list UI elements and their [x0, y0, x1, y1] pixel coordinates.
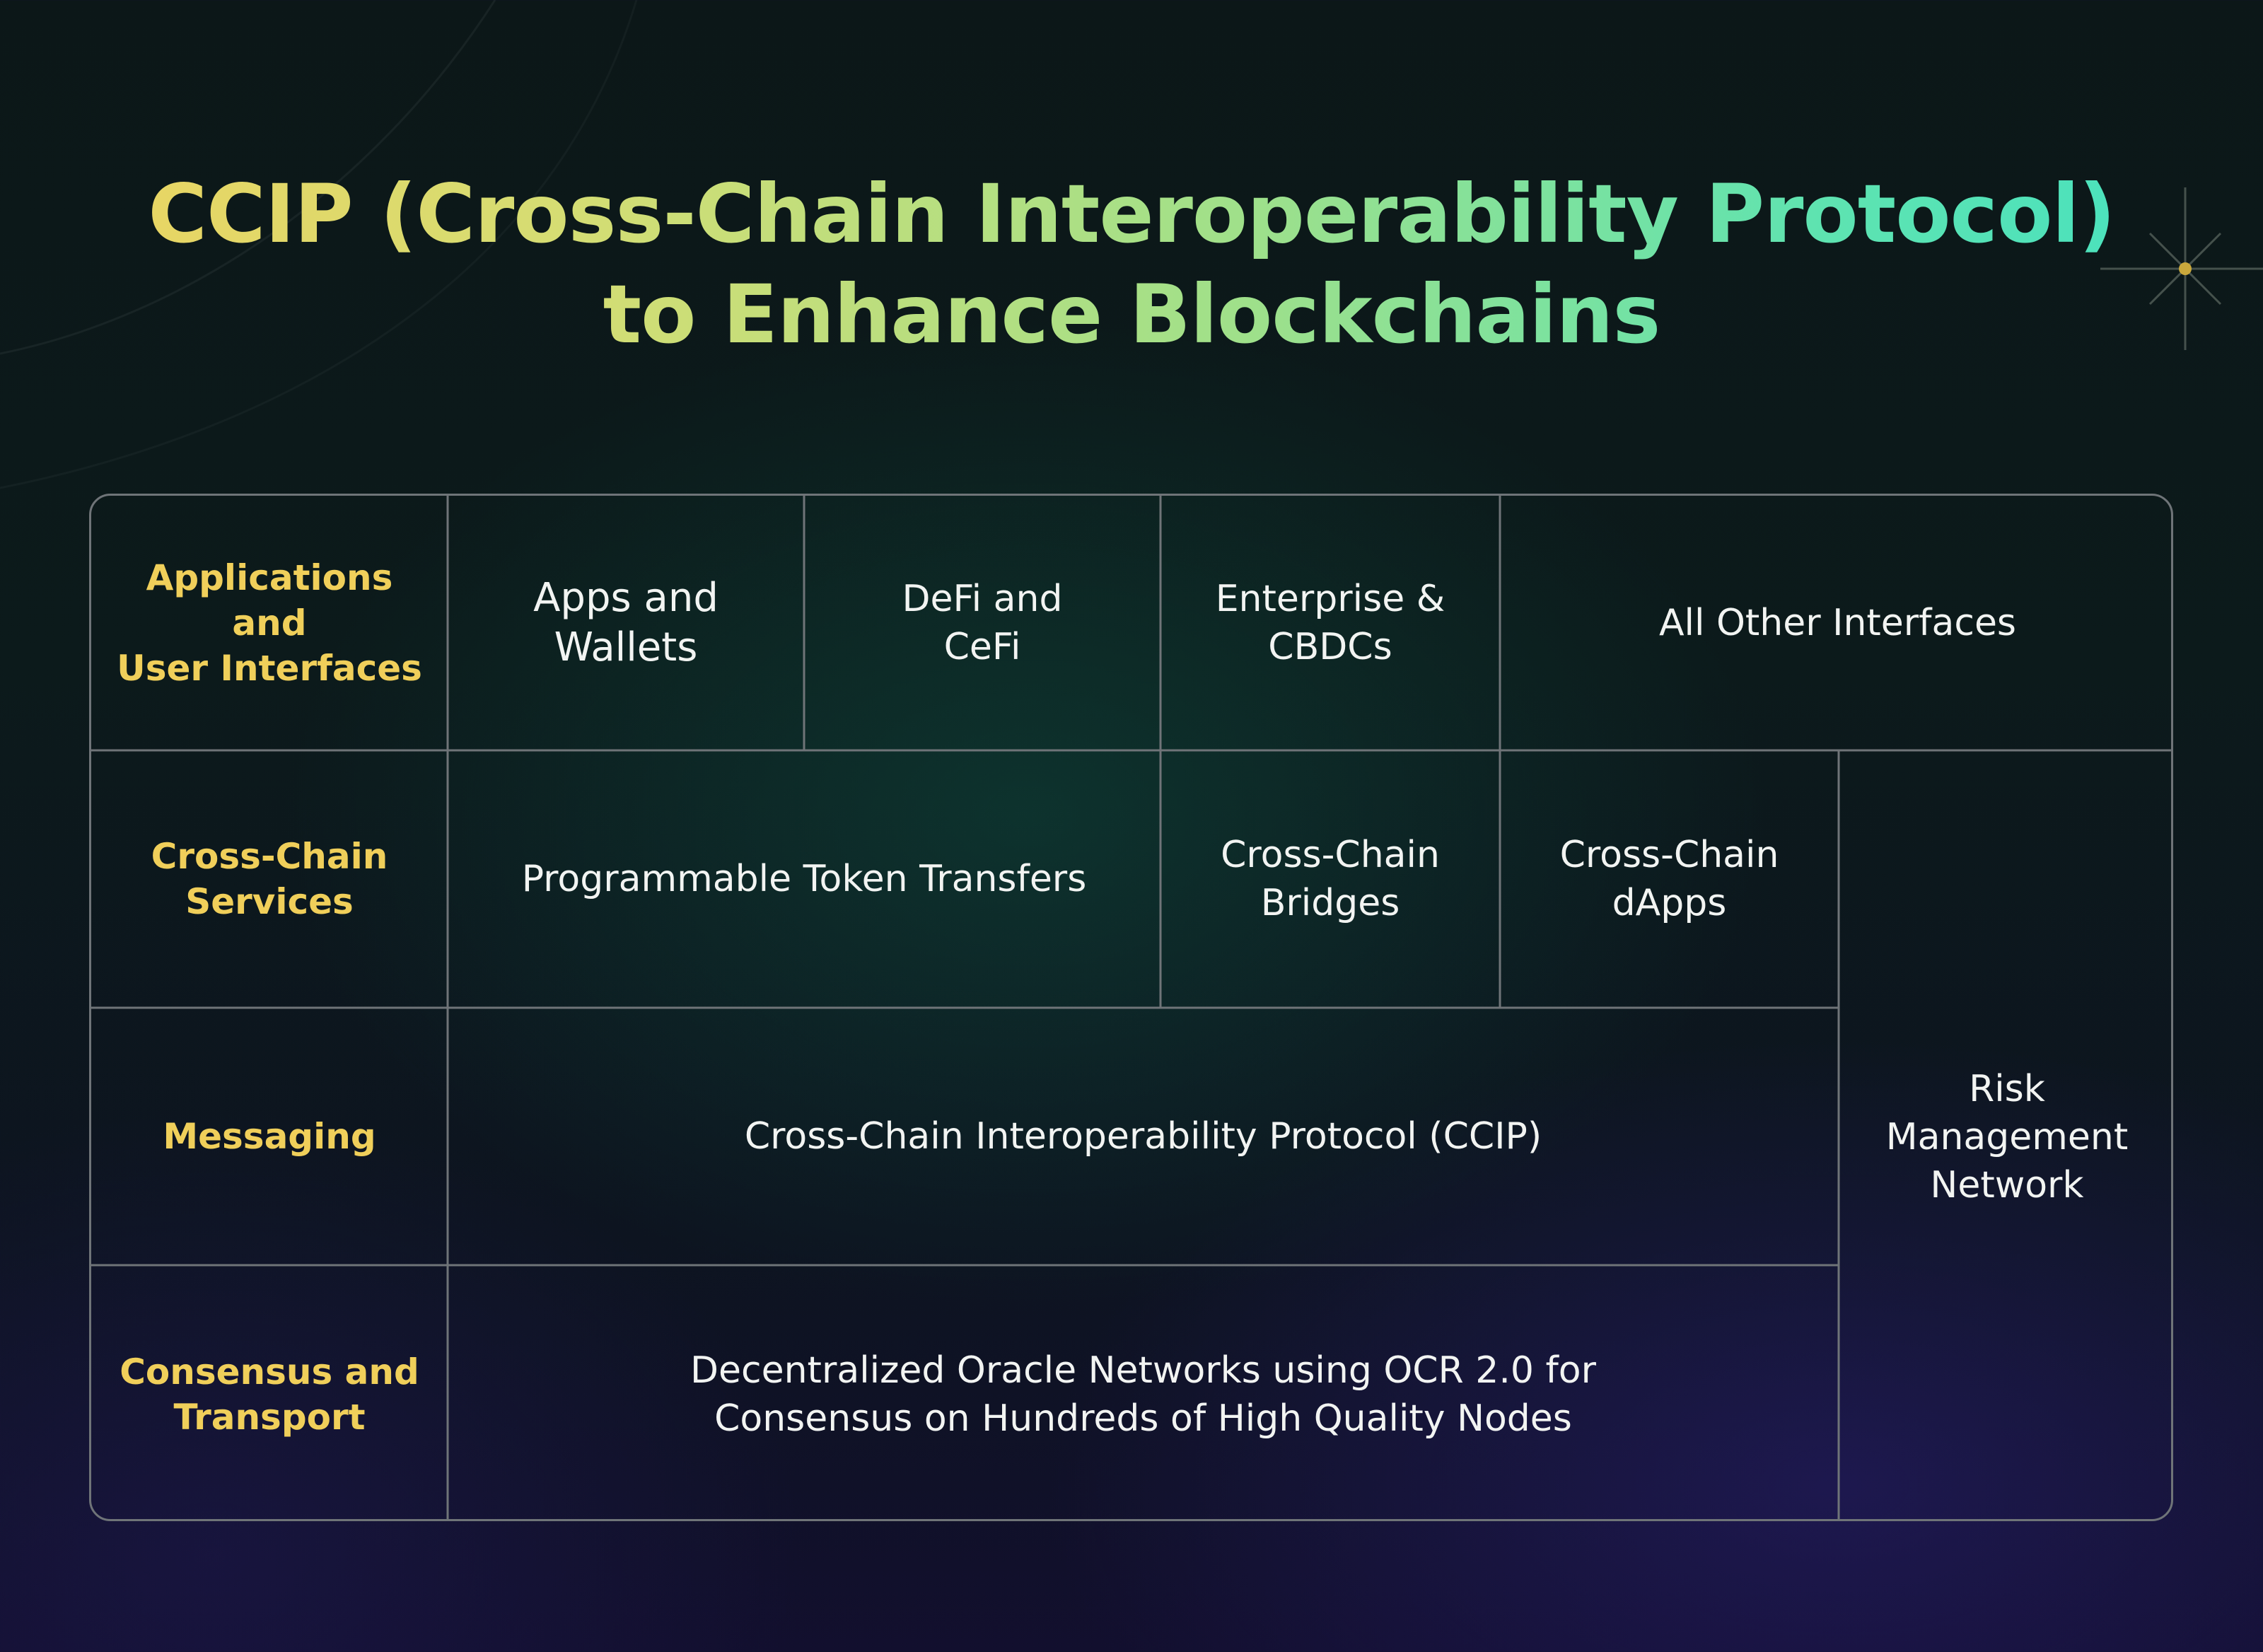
cell-cross-chain-bridges: Cross-Chain Bridges	[1160, 750, 1500, 1008]
cell-decentralized-oracle-networks-text: Decentralized Oracle Networks using OCR …	[690, 1349, 1596, 1440]
cell-enterprise-cbdcs-text: Enterprise & CBDCs	[1215, 578, 1445, 668]
cell-enterprise-cbdcs: Enterprise & CBDCs	[1160, 496, 1500, 750]
cell-ccip-protocol-text: Cross-Chain Interoperability Protocol (C…	[744, 1115, 1542, 1158]
page-title: CCIP (Cross-Chain Interoperability Proto…	[0, 164, 2263, 365]
row-label-cross-chain-services: Cross-Chain Services	[91, 750, 448, 1008]
cell-apps-and-wallets: Apps and Wallets	[448, 496, 804, 750]
cell-all-other-interfaces-text: All Other Interfaces	[1658, 602, 2017, 644]
cell-defi-and-cefi-text: DeFi and CeFi	[902, 578, 1063, 668]
cell-apps-and-wallets-text: Apps and Wallets	[533, 575, 719, 670]
row-label-messaging-text: Messaging	[163, 1116, 376, 1157]
title-line-1: CCIP (Cross-Chain Interoperability Proto…	[0, 164, 2263, 264]
cell-programmable-token-transfers: Programmable Token Transfers	[448, 750, 1160, 1008]
title-line-2: to Enhance Blockchains	[0, 264, 2263, 365]
row-label-applications: Applications and User Interfaces	[91, 496, 448, 750]
row-label-messaging: Messaging	[91, 1008, 448, 1265]
cell-cross-chain-dapps: Cross-Chain dApps	[1500, 750, 1839, 1008]
row-label-consensus-transport: Consensus and Transport	[91, 1265, 448, 1519]
cell-ccip-protocol: Cross-Chain Interoperability Protocol (C…	[448, 1008, 1839, 1265]
row-label-applications-text: Applications and User Interfaces	[117, 557, 422, 689]
cell-cross-chain-dapps-text: Cross-Chain dApps	[1559, 834, 1779, 924]
cell-cross-chain-bridges-text: Cross-Chain Bridges	[1221, 834, 1440, 924]
cell-all-other-interfaces: All Other Interfaces	[1500, 496, 2171, 750]
cell-decentralized-oracle-networks: Decentralized Oracle Networks using OCR …	[448, 1265, 1839, 1519]
cell-risk-management-network: Risk Management Network	[1839, 750, 2171, 1519]
row-label-consensus-transport-text: Consensus and Transport	[120, 1351, 419, 1438]
ccip-stack-table: Applications and User Interfaces Apps an…	[89, 494, 2173, 1521]
table-grid-lines	[91, 496, 2171, 1519]
cell-risk-management-network-text: Risk Management Network	[1885, 1067, 2129, 1206]
cell-defi-and-cefi: DeFi and CeFi	[804, 496, 1160, 750]
cell-programmable-token-transfers-text: Programmable Token Transfers	[521, 858, 1087, 900]
row-label-cross-chain-services-text: Cross-Chain Services	[151, 836, 388, 922]
sparkle-star-icon	[2100, 187, 2263, 350]
